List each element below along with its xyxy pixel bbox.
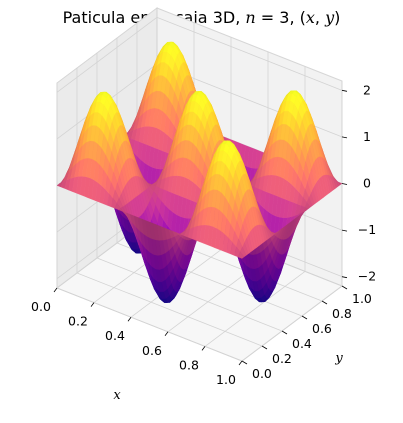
z-tick-mark-0 <box>341 276 348 279</box>
x-tick-mark-1 <box>90 302 95 307</box>
z-tick-label-2: 0 <box>363 176 371 191</box>
surface-cell-1994 <box>101 104 109 122</box>
y-tick-label-1: 0.2 <box>272 351 292 366</box>
x-tick-label-3: 0.6 <box>142 343 162 358</box>
z-tick-label-1: −1 <box>358 222 376 237</box>
y-tick-label-5: 1.0 <box>352 291 372 306</box>
z-tick-label-4: 2 <box>363 82 371 97</box>
x-tick-label-4: 0.8 <box>179 357 199 372</box>
y-tick-label-2: 0.4 <box>292 336 312 351</box>
surface-cell-1856 <box>196 104 204 122</box>
y-tick-label-4: 0.8 <box>332 306 352 321</box>
x-tick-mark-0 <box>53 287 58 293</box>
surface-mesh <box>56 41 343 303</box>
x-tick-mark-2 <box>127 316 132 322</box>
axis-ticks: 0.00.20.40.60.81.0 0.00.20.40.60.81.0−2−1… <box>31 82 376 387</box>
grid-floor-y-1 <box>76 272 263 347</box>
grid-floor-x-4 <box>204 271 306 347</box>
x-axis-label: x <box>113 388 121 403</box>
z-tick-label-0: −2 <box>358 269 376 284</box>
x-tick-mark-4 <box>201 346 206 351</box>
grid-side-z-4 <box>56 16 158 93</box>
x-tick-label-5: 1.0 <box>216 372 236 387</box>
y-tick-mark-4 <box>321 300 328 305</box>
y-tick-mark-3 <box>301 315 308 320</box>
y-tick-mark-1 <box>261 345 268 350</box>
surface-cell-661 <box>168 54 175 72</box>
x-tick-mark-5 <box>238 360 243 366</box>
y-tick-label-3: 0.6 <box>312 321 332 336</box>
x-tick-label-2: 0.4 <box>105 328 125 343</box>
y-axis-label: y <box>334 351 343 366</box>
grid-floor-x-5 <box>241 285 343 362</box>
surface-cell-1654 <box>291 103 299 121</box>
y-tick-mark-2 <box>281 330 288 335</box>
z-tick-mark-4 <box>341 89 348 92</box>
y-tick-label-0: 0.0 <box>252 366 272 381</box>
y-tick-mark-5 <box>341 285 348 290</box>
x-tick-mark-3 <box>164 331 169 337</box>
x-tick-label-1: 0.2 <box>68 314 88 329</box>
x-tick-label-0: 0.0 <box>31 299 51 314</box>
z-tick-mark-1 <box>341 229 348 232</box>
z-tick-label-3: 1 <box>363 129 371 144</box>
grid-back-z-4 <box>156 16 343 91</box>
grid-floor-y-2 <box>96 257 283 332</box>
surface-cell-2283 <box>237 251 245 259</box>
z-tick-mark-3 <box>341 136 348 139</box>
y-tick-mark-0 <box>241 360 248 365</box>
surface-cell-2303 <box>225 153 232 171</box>
z-tick-mark-2 <box>341 183 348 185</box>
grid-floor-y-0 <box>56 287 243 362</box>
